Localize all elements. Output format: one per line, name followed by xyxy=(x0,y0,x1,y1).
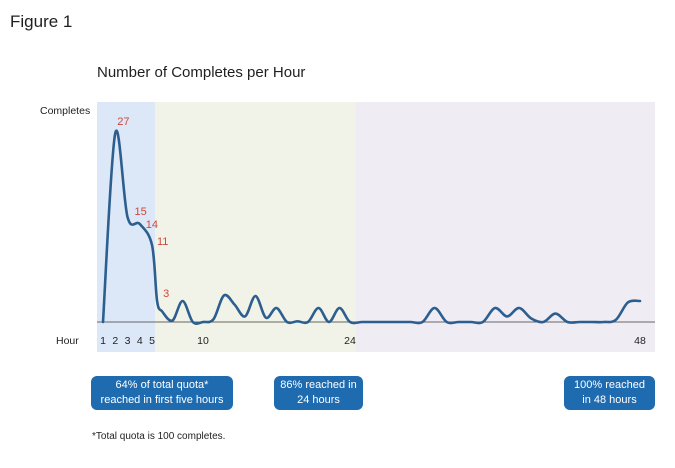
figure-label: Figure 1 xyxy=(10,12,73,31)
callout-48-hours: 100% reached in 48 hours xyxy=(564,376,655,410)
y-axis-label: Completes xyxy=(40,105,90,117)
x-axis-label: Hour xyxy=(56,335,79,347)
time-period-bands xyxy=(97,102,655,352)
x-tick-48: 48 xyxy=(634,335,646,347)
x-tick-labels: 1 2 3 4 5 10 24 48 xyxy=(100,335,646,347)
x-tick-5: 5 xyxy=(149,335,155,347)
chart-title: Number of Completes per Hour xyxy=(97,64,306,81)
footnote: *Total quota is 100 completes. xyxy=(92,431,226,442)
x-tick-10: 10 xyxy=(197,335,209,347)
band-1 xyxy=(97,102,155,352)
x-tick-1: 1 xyxy=(100,335,106,347)
x-tick-3: 3 xyxy=(125,335,131,347)
data-label-hour-5: 11 xyxy=(157,236,168,248)
x-tick-24: 24 xyxy=(344,335,356,347)
band-3 xyxy=(356,102,655,352)
completes-series-line xyxy=(101,129,642,325)
data-label-hour-4: 14 xyxy=(146,219,158,231)
callout-24-hours: 86% reached in 24 hours xyxy=(274,376,363,410)
x-tick-4: 4 xyxy=(137,335,143,347)
band-2 xyxy=(155,102,356,352)
x-tick-2: 2 xyxy=(112,335,118,347)
data-label-hour-5.5: 3 xyxy=(163,288,169,300)
data-label-hour-3: 15 xyxy=(135,206,147,218)
data-label-hour-2: 27 xyxy=(117,116,129,128)
callout-first-five-hours: 64% of total quota* reached in first fiv… xyxy=(91,376,233,410)
